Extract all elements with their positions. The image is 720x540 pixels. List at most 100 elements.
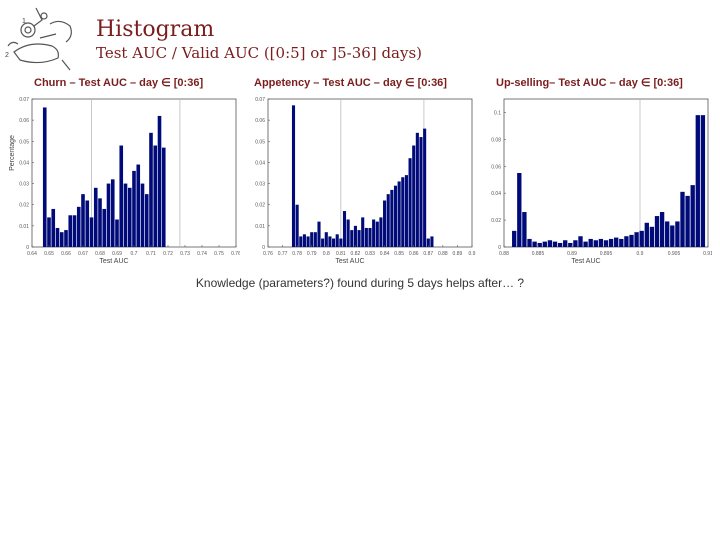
y-tick-label: 0.06 (19, 118, 29, 124)
histogram-bar (408, 158, 412, 247)
histogram-bar (328, 236, 332, 247)
histogram-bar (700, 115, 706, 248)
histogram-bar (552, 241, 558, 247)
y-tick-label: 0.03 (255, 182, 265, 188)
histogram-bar (415, 132, 419, 247)
histogram-bar (695, 115, 700, 248)
y-tick-label: 0.02 (255, 203, 265, 209)
caption-text: Knowledge (parameters?) found during 5 d… (195, 276, 525, 290)
histogram-bar (47, 217, 51, 247)
plot-frame (503, 98, 709, 248)
histogram-bar (140, 183, 145, 247)
histogram-bar (132, 170, 136, 247)
x-tick-label: 0.84 (380, 251, 390, 257)
histogram-bar (624, 236, 629, 247)
y-tick-label: 0.02 (19, 203, 29, 209)
histogram-bar (393, 185, 398, 247)
histogram-bar (161, 147, 166, 247)
histogram-bar (675, 221, 680, 247)
histogram-bar (299, 236, 303, 247)
y-tick-label: 0.02 (491, 218, 501, 224)
histogram-bar (115, 219, 119, 247)
histogram-bar (291, 105, 296, 247)
histogram-bar (634, 232, 639, 247)
histogram-bar (119, 145, 124, 247)
churn-chart-title: Churn – Test AUC – day ∈ [0:36] (34, 77, 204, 89)
y-axis-label: Percentage (9, 135, 16, 171)
histogram-bar (426, 238, 430, 247)
histogram-bar (654, 216, 660, 247)
x-axis-label: Test AUC (571, 258, 600, 265)
page-subtitle: Test AUC / Valid AUC ([0:5] or ]5-36] da… (96, 44, 423, 62)
histogram-bar (690, 185, 695, 247)
y-tick-label: 0.04 (255, 160, 265, 166)
histogram-bar (302, 234, 306, 247)
histogram-bar (106, 183, 111, 247)
x-tick-label: 0.82 (351, 251, 361, 257)
x-tick-label: 0.89 (453, 251, 463, 257)
x-tick-label: 0.75 (214, 251, 224, 257)
x-tick-label: 0.67 (78, 251, 88, 257)
y-tick-label: 0.06 (255, 118, 265, 124)
x-tick-label: 0.89 (567, 251, 577, 257)
histogram-bar (680, 191, 685, 247)
histogram-bar (644, 222, 649, 247)
histogram-bar (350, 230, 354, 247)
histogram-bar (386, 194, 390, 247)
histogram-bar (85, 200, 90, 247)
histogram-bar (659, 212, 665, 247)
histogram-bar (390, 189, 394, 247)
histogram-bar (375, 221, 379, 247)
x-tick-label: 0.86 (409, 251, 419, 257)
x-tick-label: 0.69 (112, 251, 122, 257)
histogram-bar (397, 181, 401, 247)
y-tick-label: 0.01 (255, 224, 265, 230)
histogram-bar (342, 211, 347, 247)
y-tick-label: 0.01 (19, 224, 29, 230)
histogram-bar (547, 240, 553, 247)
histogram-bar (603, 240, 609, 247)
histogram-bar (419, 137, 423, 247)
histogram-bar (136, 164, 141, 247)
y-tick-label: 0 (262, 245, 265, 251)
histogram-bar (149, 132, 153, 247)
y-tick-label: 0.05 (19, 139, 29, 145)
histogram-bar (313, 232, 317, 247)
histogram-bar (317, 221, 321, 247)
x-tick-label: 0.79 (307, 251, 317, 257)
x-tick-label: 0.895 (600, 251, 613, 257)
x-tick-label: 0.64 (27, 251, 37, 257)
histogram-bar (404, 175, 408, 247)
histogram-bar (557, 242, 563, 247)
histogram-bar (357, 230, 361, 247)
y-tick-label: 0.07 (19, 97, 29, 103)
svg-text:2: 2 (5, 52, 9, 59)
histogram-bar (306, 236, 310, 247)
histogram-bar (55, 227, 60, 247)
histogram-bar (76, 206, 81, 247)
histogram-bar (93, 187, 98, 247)
histogram-bar (614, 237, 619, 247)
histogram-bar (123, 183, 128, 247)
x-tick-label: 0.88 (499, 251, 509, 257)
histogram-bar (598, 238, 604, 247)
appetency-chart-title: Appetency – Test AUC – day ∈ [0:36] (254, 77, 447, 89)
histogram-bar (81, 194, 85, 247)
histogram-bar (144, 194, 149, 247)
histogram-bar (353, 225, 357, 247)
histogram-bar (102, 208, 107, 247)
x-tick-label: 0.76 (231, 251, 240, 257)
x-tick-label: 0.74 (197, 251, 207, 257)
x-axis-label: Test AUC (99, 258, 128, 265)
histogram-bar (89, 217, 94, 247)
histogram-bar (321, 238, 325, 247)
histogram-bar (685, 195, 690, 247)
histogram-bar (153, 145, 158, 247)
x-tick-label: 0.88 (438, 251, 448, 257)
x-tick-label: 0.7 (131, 251, 138, 257)
svg-text:1: 1 (22, 18, 26, 25)
histogram-bar (649, 226, 655, 247)
histogram-bar (512, 230, 517, 247)
histogram-bar (573, 240, 578, 247)
appetency-histogram: 0.76 0.77 0.78 0.79 0.8 0.81 0.82 0.83 0.84 0.85 0… (255, 97, 475, 265)
